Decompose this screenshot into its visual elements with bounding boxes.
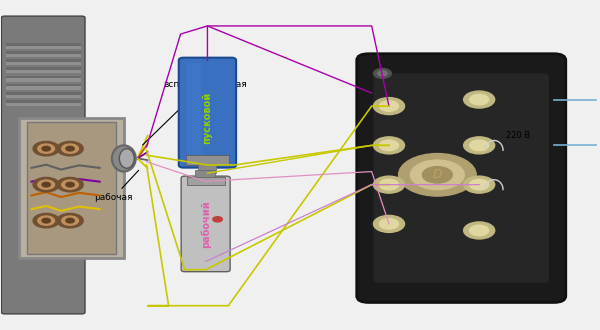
FancyBboxPatch shape [19, 117, 124, 258]
FancyBboxPatch shape [179, 58, 236, 168]
Circle shape [470, 140, 489, 150]
Circle shape [422, 167, 452, 183]
Circle shape [470, 180, 489, 190]
Circle shape [373, 68, 391, 78]
Bar [6, 68, 81, 70]
Circle shape [398, 153, 476, 196]
FancyBboxPatch shape [27, 122, 116, 254]
FancyBboxPatch shape [360, 55, 563, 301]
Circle shape [373, 98, 404, 115]
Circle shape [464, 91, 494, 108]
FancyBboxPatch shape [189, 63, 193, 162]
Circle shape [42, 218, 50, 223]
Circle shape [379, 219, 398, 229]
Bar [6, 59, 81, 62]
Circle shape [57, 142, 83, 156]
FancyBboxPatch shape [198, 63, 202, 162]
Ellipse shape [119, 148, 134, 168]
Circle shape [66, 182, 74, 187]
Circle shape [379, 140, 398, 150]
Circle shape [38, 216, 55, 225]
Bar [6, 92, 81, 98]
Circle shape [57, 178, 83, 192]
Bar [6, 43, 81, 49]
Circle shape [373, 215, 404, 232]
Bar [6, 68, 81, 73]
Circle shape [470, 225, 489, 236]
Bar [6, 84, 81, 86]
Bar [6, 76, 81, 78]
Text: 220 В: 220 В [506, 131, 530, 140]
Circle shape [66, 218, 74, 223]
FancyBboxPatch shape [195, 63, 199, 162]
Bar [6, 51, 81, 57]
FancyBboxPatch shape [1, 16, 85, 314]
Circle shape [33, 142, 59, 156]
Ellipse shape [112, 146, 136, 172]
Circle shape [66, 146, 74, 151]
Bar [6, 76, 81, 82]
FancyBboxPatch shape [186, 63, 190, 162]
Circle shape [410, 160, 464, 189]
FancyBboxPatch shape [181, 176, 230, 272]
Bar [186, 155, 229, 165]
Circle shape [62, 180, 79, 189]
Bar [196, 170, 215, 178]
Bar [6, 92, 81, 95]
Circle shape [464, 137, 494, 154]
Circle shape [213, 217, 223, 222]
Bar [6, 100, 81, 103]
Bar [6, 51, 81, 54]
Circle shape [33, 178, 59, 192]
Circle shape [464, 176, 494, 193]
Bar [6, 43, 81, 46]
Circle shape [379, 101, 398, 111]
Circle shape [62, 144, 79, 153]
Text: рабочая: рабочая [94, 170, 139, 202]
Circle shape [464, 222, 494, 239]
Bar [6, 59, 81, 65]
Circle shape [38, 180, 55, 189]
Circle shape [62, 216, 79, 225]
Circle shape [42, 146, 50, 151]
Text: пусковой: пусковой [202, 92, 212, 144]
FancyBboxPatch shape [373, 73, 549, 283]
Circle shape [373, 137, 404, 154]
FancyBboxPatch shape [357, 54, 566, 302]
Circle shape [373, 176, 404, 193]
Text: рабочий: рабочий [200, 200, 211, 248]
Bar [199, 164, 217, 173]
Circle shape [38, 144, 55, 153]
Text: вспомогательная: вспомогательная [143, 80, 247, 145]
Bar [6, 84, 81, 90]
Bar [6, 100, 81, 106]
Circle shape [470, 94, 489, 105]
FancyBboxPatch shape [192, 63, 196, 162]
Circle shape [379, 180, 398, 190]
Text: D: D [433, 168, 442, 181]
Circle shape [42, 182, 50, 187]
Bar [187, 178, 225, 184]
Circle shape [377, 71, 387, 76]
Circle shape [33, 214, 59, 228]
Circle shape [57, 214, 83, 228]
